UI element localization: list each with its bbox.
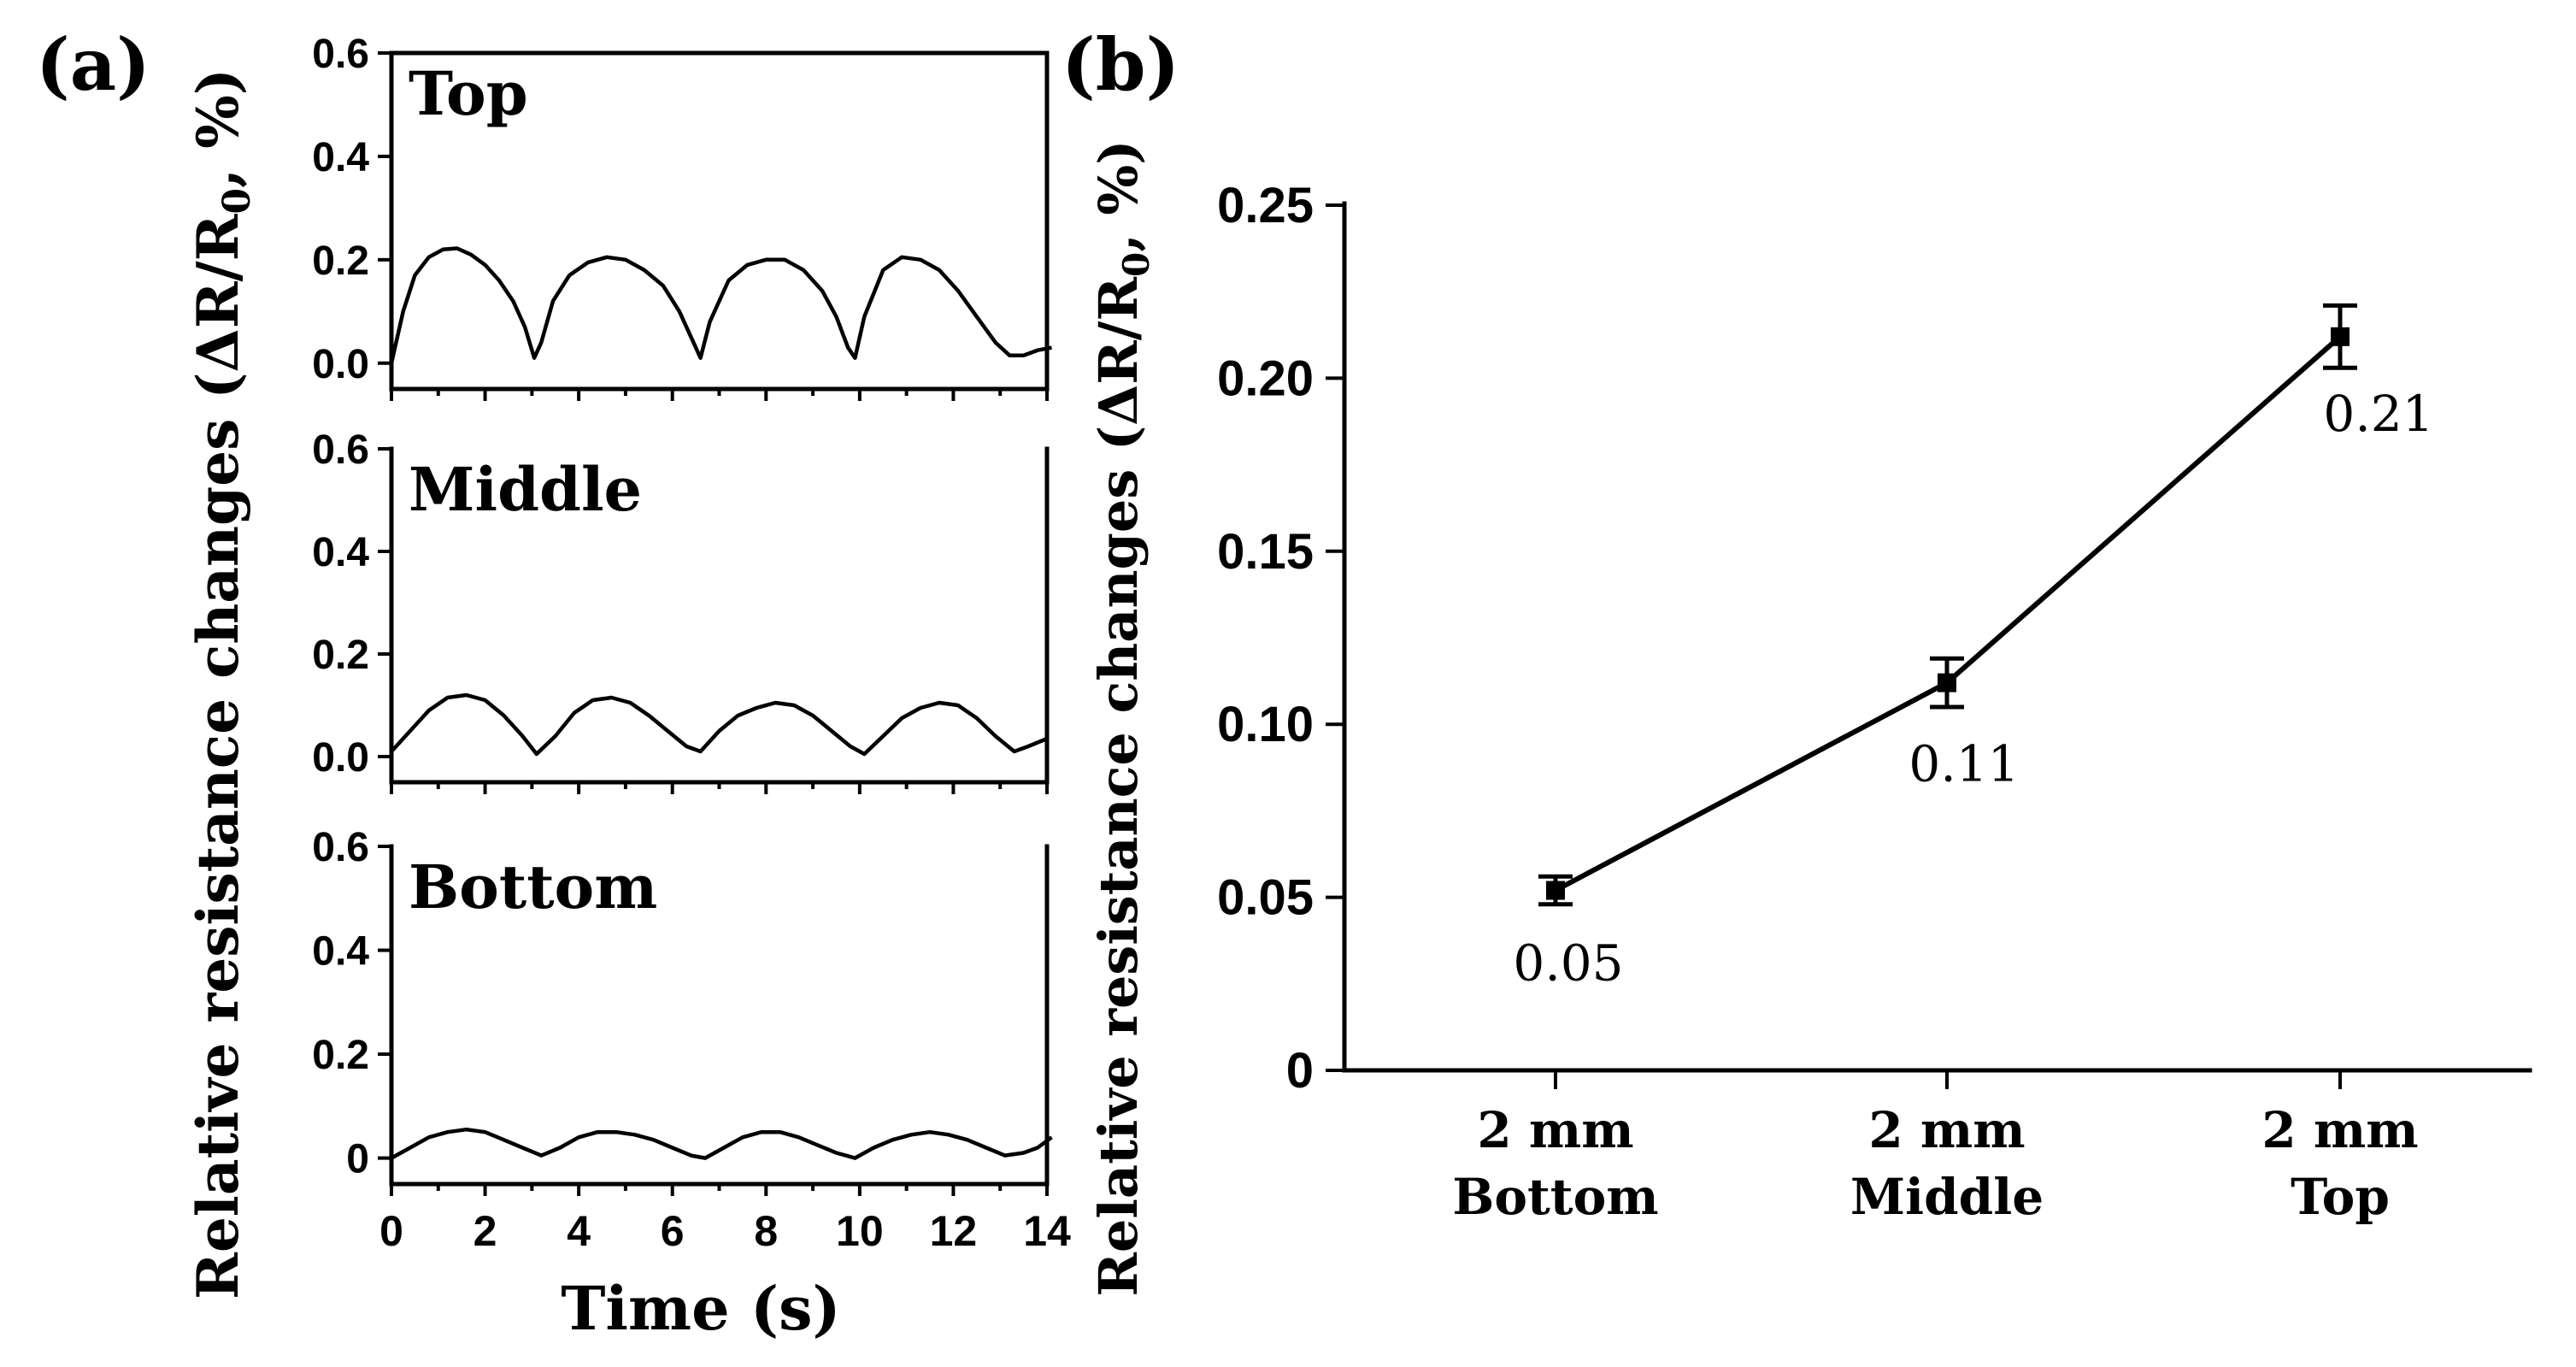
panel-a-ylabel-sub: 0 (215, 188, 259, 215)
data-label: 0.05 (1513, 934, 1623, 993)
y-tick-label: 0.25 (1217, 178, 1314, 233)
panel-b-chart: 0 0.05 0.10 0.15 0.20 0.25 2 mm Bottom 2 mm Middl… (1217, 178, 2532, 1226)
panel-a-xlabel: Time (s) (561, 1273, 840, 1344)
y-tick-label: 0.6 (312, 427, 369, 473)
panel-b-ylabel-main: Relative resistance changes (ΔR/R (1087, 277, 1150, 1297)
y-tick-label: 0.6 (312, 825, 369, 870)
data-trace (390, 1127, 1053, 1160)
panel-b-ylabel: Relative resistance changes (ΔR/R0, %) (1087, 139, 1157, 1296)
data-point-marker (2331, 327, 2350, 346)
panel-label-b: (b) (1062, 22, 1179, 107)
y-tick-label: 0.0 (312, 735, 369, 781)
panel-label-a: (a) (36, 22, 150, 107)
panel-a-ylabel-tail: , %) (185, 68, 251, 188)
series-line (1554, 334, 2342, 893)
subplot-label: Top (409, 58, 528, 129)
y-tick-label: 0.4 (312, 135, 369, 180)
y-tick-label: 0.0 (312, 342, 369, 387)
x-tick-label: 6 (661, 1207, 685, 1255)
subplot-label: Bottom (409, 851, 657, 922)
x-tick-label: 14 (1023, 1207, 1071, 1255)
panel-a-ylabel-main: Relative resistance changes (ΔR/R (185, 213, 251, 1299)
subplot-top: 0.0 0.2 0.4 0.6 Top (312, 32, 1052, 401)
data-point-marker (1938, 673, 1956, 692)
subplot-label: Middle (409, 454, 642, 525)
panel-a-ylabel: Relative resistance changes (ΔR/R0, %) (185, 68, 259, 1299)
y-tick-label: 0.20 (1217, 351, 1314, 406)
y-tick-label: 0 (346, 1137, 369, 1182)
x-category-label-line2: Middle (1850, 1168, 2044, 1226)
x-category-label-line2: Bottom (1452, 1168, 1658, 1226)
panel-b-ylabel-tail: , %) (1087, 139, 1150, 251)
data-label: 0.11 (1908, 735, 2019, 793)
y-tick-label: 0.2 (312, 1033, 369, 1078)
y-tick-label: 0.15 (1217, 524, 1314, 580)
y-tick-label: 0.10 (1217, 697, 1314, 752)
x-category-label-line1: 2 mm (1477, 1101, 1633, 1159)
x-tick-label: 0 (379, 1207, 403, 1255)
y-tick-label: 0.05 (1217, 870, 1314, 926)
y-tick-label: 0.2 (312, 633, 369, 678)
y-tick-label: 0 (1286, 1043, 1314, 1099)
x-category-label-line1: 2 mm (2261, 1101, 2418, 1159)
y-tick-label: 0.4 (312, 530, 369, 575)
subplot-middle: 0.0 0.2 0.4 0.6 Middle (312, 427, 1050, 794)
y-tick-label: 0.6 (312, 32, 369, 77)
x-tick-label: 12 (930, 1207, 978, 1255)
x-tick-label: 4 (567, 1207, 591, 1255)
y-tick-label: 0.2 (312, 239, 369, 284)
x-category-label-line1: 2 mm (1868, 1101, 2025, 1159)
x-tick-label: 2 (473, 1207, 497, 1255)
panel-b-ylabel-sub: 0 (1115, 252, 1157, 277)
data-label: 0.21 (2323, 385, 2433, 443)
subplot-bottom: 0 0.2 0.4 0.6 0 2 4 6 8 10 12 14 Bottom (312, 825, 1071, 1255)
x-tick-label: 8 (754, 1207, 778, 1255)
data-point-marker (1546, 881, 1565, 900)
x-tick-label: 10 (836, 1207, 884, 1255)
data-trace (390, 692, 1048, 757)
y-tick-label: 0.4 (312, 929, 369, 975)
data-trace (389, 246, 1052, 364)
x-category-label-line2: Top (2291, 1168, 2390, 1226)
